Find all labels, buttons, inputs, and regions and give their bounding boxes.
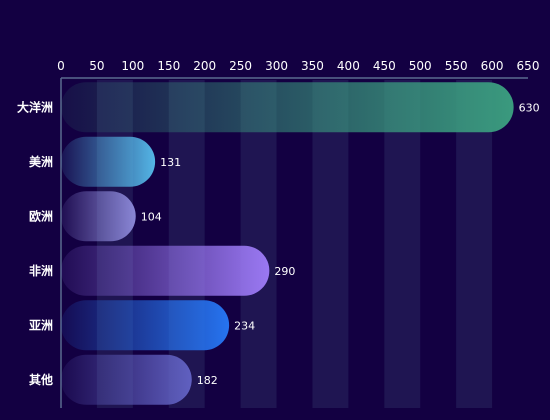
bar-6 (61, 354, 192, 405)
category-label: 欧洲 (29, 208, 53, 223)
value-label: 104 (141, 210, 162, 223)
x-tick-label: 650 (517, 59, 540, 73)
x-tick-label: 550 (445, 59, 468, 73)
x-tick-label: 200 (193, 59, 216, 73)
bar-5 (61, 300, 230, 351)
x-tick-label: 300 (265, 59, 288, 73)
grid-bands (96, 80, 493, 408)
grid-band (240, 80, 277, 408)
category-label: 其他 (29, 372, 53, 387)
category-label: 大洋洲 (17, 99, 53, 114)
x-tick-label: 600 (481, 59, 504, 73)
grid-band (96, 80, 133, 408)
category-label: 亚洲 (29, 318, 53, 332)
category-label: 美洲 (29, 154, 53, 169)
labels: 大洋洲 630 美洲 131 欧洲 104 非洲 290 亚洲 234 其他 182 (17, 99, 540, 387)
value-label: 630 (519, 101, 540, 114)
x-tick-label: 50 (89, 59, 104, 73)
grid-band (168, 80, 205, 408)
value-label: 182 (197, 374, 218, 387)
bar-1 (61, 82, 514, 133)
x-tick-label: 350 (301, 59, 324, 73)
x-axis: 0 50 100 150 200 250 300 350 400 450 500 550 600 650 (57, 59, 539, 408)
bars (61, 82, 514, 405)
value-label: 234 (234, 319, 255, 332)
grid-band (384, 80, 421, 408)
bar-4 (61, 245, 270, 296)
value-label: 290 (274, 265, 295, 278)
x-tick-label: 400 (337, 59, 360, 73)
grid-band (312, 80, 349, 408)
x-tick-label: 250 (229, 59, 252, 73)
category-label: 非洲 (29, 263, 53, 278)
bar-2 (61, 136, 156, 187)
x-tick-label: 0 (57, 59, 65, 73)
x-tick-label: 150 (157, 59, 180, 73)
x-tick-label: 450 (373, 59, 396, 73)
value-label: 131 (160, 156, 181, 169)
x-tick-label: 100 (121, 59, 144, 73)
grid-band (456, 80, 493, 408)
x-tick-label: 500 (409, 59, 432, 73)
bar-3 (61, 191, 136, 242)
